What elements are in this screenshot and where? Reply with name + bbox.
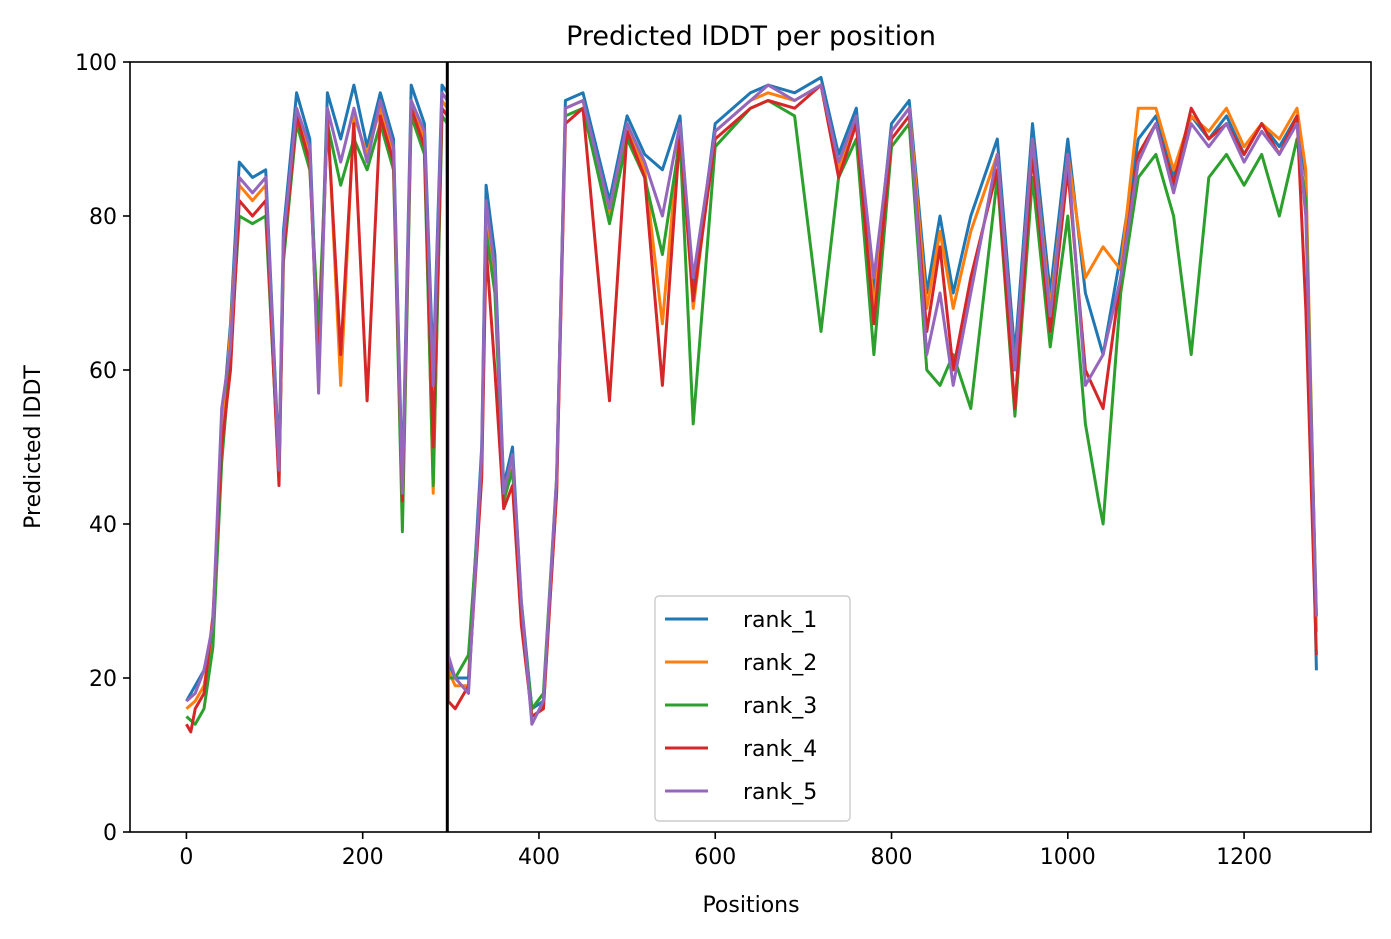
y-tick-label: 60	[89, 359, 117, 384]
legend-label-rank-3: rank_3	[743, 694, 817, 719]
x-tick-label: 800	[871, 845, 913, 870]
legend-label-rank-4: rank_4	[743, 737, 817, 762]
y-tick-label: 40	[89, 513, 117, 538]
legend-box	[654, 595, 851, 822]
x-tick-label: 600	[694, 845, 736, 870]
x-tick-label: 1200	[1216, 845, 1272, 870]
series-line-rank-5	[185, 83, 1318, 726]
x-tick-label: 200	[342, 845, 384, 870]
legend-label-rank-5: rank_5	[743, 780, 817, 805]
x-tick-label: 400	[518, 845, 560, 870]
x-axis-title: Positions	[702, 893, 799, 918]
y-tick-label: 100	[75, 51, 117, 76]
legend: rank_1 rank_2 rank_3 rank_4 rank_5	[654, 595, 851, 822]
axes: 0 200 400 600 800 1000 1200 0 20 40 60 80 100	[75, 51, 1372, 870]
y-tick-label: 20	[89, 667, 117, 692]
chart-title: Predicted lDDT per position	[566, 21, 936, 52]
plot-frame	[129, 61, 1372, 833]
x-tick-label: 0	[179, 845, 193, 870]
legend-label-rank-2: rank_2	[743, 651, 817, 676]
y-tick-label: 0	[103, 821, 117, 846]
y-tick-label: 80	[89, 205, 117, 230]
plot-area	[185, 62, 1318, 832]
x-tick-label: 1000	[1040, 845, 1096, 870]
legend-label-rank-1: rank_1	[743, 608, 817, 633]
y-axis-title: Predicted lDDT	[21, 365, 46, 529]
